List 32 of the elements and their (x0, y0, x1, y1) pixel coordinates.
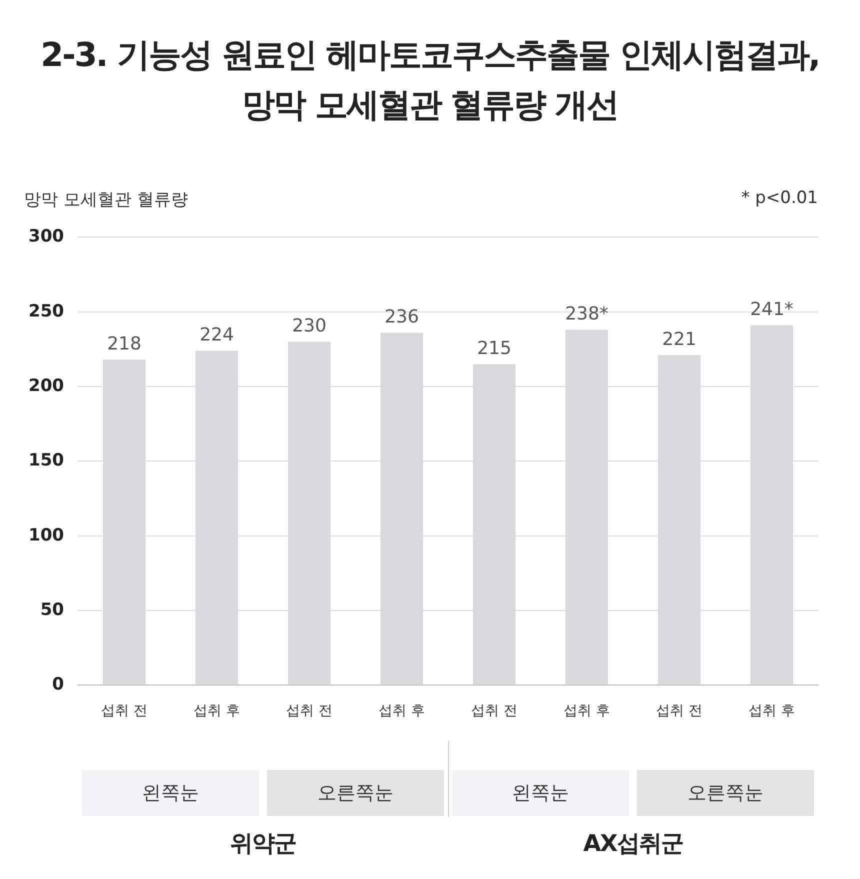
x-tick-label: 섭취 전 (471, 703, 518, 720)
text: 위약군 (229, 830, 297, 859)
data-label: 236 (384, 306, 419, 328)
text: AX섭취군 (582, 830, 684, 859)
y-tick-label: 250 (28, 301, 64, 322)
y-tick-label: 50 (40, 600, 64, 620)
x-tick-label: 섭취 후 (564, 703, 610, 720)
data-label: 230 (292, 315, 326, 336)
chart-title: 2-3. 기능성 원료인 헤마토코쿠스추출물 인체시험결과, 망막 모세혈관 혈류량 개선 (40, 34, 820, 126)
x-tick-label: 섭취 전 (101, 703, 148, 720)
text: 오른쪽눈 (637, 770, 814, 816)
y-tick-label: 150 (28, 450, 64, 471)
x-tick-label: 섭취 후 (194, 703, 240, 720)
y-axis-title: 망막 모세혈관 혈류량 (24, 189, 188, 211)
y-tick-label: 100 (28, 525, 64, 546)
y-tick-label: 300 (28, 226, 64, 247)
data-label: 241* (750, 298, 794, 320)
data-label: 238* (565, 303, 608, 324)
data-label: 215 (477, 338, 512, 359)
x-tick-label: 섭취 후 (378, 703, 425, 720)
data-label: 224 (200, 324, 234, 346)
text: 왼쪽눈 (82, 770, 259, 816)
data-label: 221 (662, 328, 696, 350)
text: 오른쪽눈 (267, 770, 444, 816)
x-tick-label: 섭취 후 (748, 703, 795, 720)
y-tick-label: 200 (28, 376, 64, 396)
y-tick-label: 0 (52, 674, 64, 695)
text: * p<0.01 (741, 188, 818, 208)
data-label: 218 (107, 333, 142, 354)
x-tick-label: 섭취 전 (286, 703, 332, 720)
x-tick-label: 섭취 전 (656, 703, 702, 720)
text: 왼쪽눈 (452, 770, 629, 816)
